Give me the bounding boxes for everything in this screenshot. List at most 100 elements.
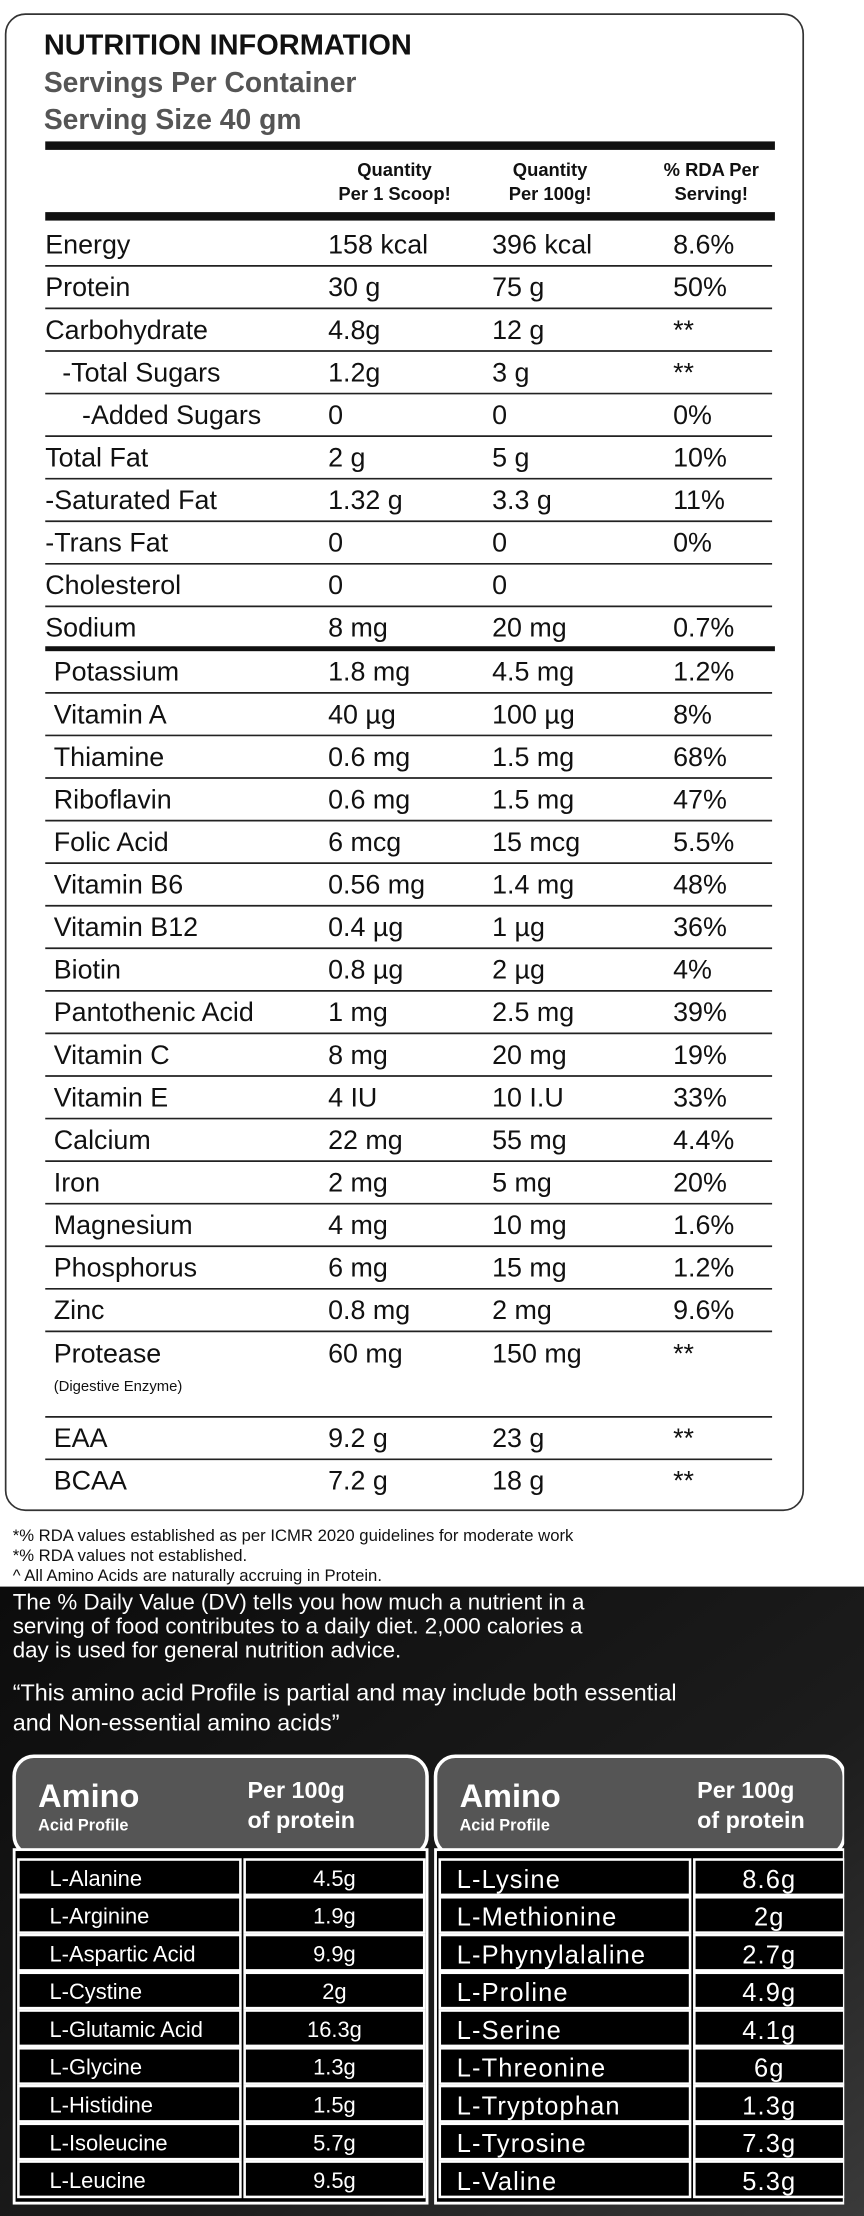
nutrient-label: Calcium bbox=[54, 1125, 151, 1155]
nutrient-label: Sodium bbox=[45, 613, 136, 643]
nutrient-value: 22 mg bbox=[328, 1125, 403, 1155]
table-title: Amino bbox=[460, 1778, 561, 1814]
cell bbox=[243, 2084, 426, 2123]
cell bbox=[693, 2160, 845, 2199]
amino-name: L-Glycine bbox=[49, 2055, 142, 2080]
nutrient-value: 0 bbox=[492, 570, 507, 600]
nutrient-label: BCAA bbox=[54, 1466, 127, 1496]
nutrient-value: 48% bbox=[673, 870, 727, 900]
cell bbox=[17, 1858, 242, 1897]
nutrient-value: 4 mg bbox=[328, 1210, 388, 1240]
nutrient-value: 9.2 g bbox=[328, 1423, 388, 1453]
amino-value: 5.7g bbox=[313, 2130, 356, 2155]
nutrient-label: Thiamine bbox=[54, 742, 164, 772]
footnote: ^ All Amino Acids are naturally accruing… bbox=[13, 1566, 382, 1585]
nutrient-value: 0% bbox=[673, 528, 712, 558]
nutrient-value: 8 mg bbox=[328, 1040, 388, 1070]
nutrient-value: 75 g bbox=[492, 272, 544, 302]
nutrient-value: 50% bbox=[673, 272, 727, 302]
nutrient-label: Carbohydrate bbox=[45, 315, 208, 345]
cell bbox=[438, 2047, 692, 2085]
footnote: *% RDA values established as per ICMR 20… bbox=[13, 1526, 574, 1545]
amino-name: L-Proline bbox=[457, 1979, 569, 2007]
nutrient-value: 33% bbox=[673, 1082, 727, 1112]
cell bbox=[243, 1933, 426, 1972]
rule bbox=[45, 212, 775, 221]
cell bbox=[693, 2084, 845, 2123]
nutrient-label: Cholesterol bbox=[45, 570, 181, 600]
cell bbox=[693, 2009, 845, 2048]
nutrient-label: -Saturated Fat bbox=[45, 485, 217, 515]
nutrient-value: 1.2% bbox=[673, 657, 734, 687]
cell bbox=[693, 1933, 845, 1972]
footnote: *% RDA values not established. bbox=[13, 1546, 247, 1565]
nutrient-value: 39% bbox=[673, 997, 727, 1027]
cell bbox=[243, 1895, 426, 1934]
amino-note: “This amino acid Profile is partial and … bbox=[13, 1680, 677, 1706]
amino-name: L-Alanine bbox=[49, 1866, 142, 1891]
nutrient-value: 1.6% bbox=[673, 1210, 734, 1240]
nutrient-label: Phosphorus bbox=[54, 1253, 197, 1283]
nutrient-value: 1.5 mg bbox=[492, 742, 574, 772]
nutrient-value: 8.6% bbox=[673, 230, 734, 260]
nutrient-value: 15 mcg bbox=[492, 827, 580, 857]
nutrient-label: Biotin bbox=[54, 955, 121, 985]
nutrient-value: 0 bbox=[492, 400, 507, 430]
amino-name: L-Leucine bbox=[49, 2168, 145, 2193]
amino-value: 9.5g bbox=[313, 2168, 356, 2193]
nutrient-value: 18 g bbox=[492, 1466, 544, 1496]
nutrient-value: 2 µg bbox=[492, 955, 545, 985]
amino-name: L-Glutamic Acid bbox=[49, 2017, 202, 2042]
cell bbox=[693, 1858, 845, 1897]
nutrient-value: 1 µg bbox=[492, 912, 545, 942]
amino-value: 1.5g bbox=[313, 2092, 356, 2117]
nutrient-label: Vitamin E bbox=[54, 1082, 168, 1112]
panel bbox=[4, 13, 805, 1512]
cell bbox=[438, 1895, 692, 1934]
amino-name: L-Aspartic Acid bbox=[49, 1941, 195, 1966]
nutrient-label: Vitamin C bbox=[54, 1040, 170, 1070]
servings: Servings Per Container bbox=[44, 66, 357, 98]
nutrient-value: 60 mg bbox=[328, 1338, 403, 1368]
nutrient-value: 3 g bbox=[492, 357, 529, 387]
nutrient-label: Zinc bbox=[54, 1295, 105, 1325]
amino-name: L-Histidine bbox=[49, 2092, 153, 2117]
column-header: Quantity bbox=[357, 159, 432, 180]
table-column: of protein bbox=[697, 1807, 805, 1833]
nutrient-value: 10 I.U bbox=[492, 1082, 564, 1112]
cell bbox=[17, 2122, 242, 2161]
nutrient-note: (Digestive Enzyme) bbox=[54, 1379, 183, 1395]
nutrient-value: 20% bbox=[673, 1167, 727, 1197]
nutrient-value: 2 g bbox=[328, 442, 365, 472]
nutrient-label: Vitamin A bbox=[54, 699, 167, 729]
nutrient-label: -Total Sugars bbox=[62, 357, 220, 387]
nutrient-label: Vitamin B12 bbox=[54, 912, 198, 942]
nutrient-value: 4 IU bbox=[328, 1082, 377, 1112]
nutrient-label: Folic Acid bbox=[54, 827, 169, 857]
nutrient-value: 1.2% bbox=[673, 1253, 734, 1283]
nutrient-value: 20 mg bbox=[492, 1040, 567, 1070]
nutrient-value: 0.56 mg bbox=[328, 870, 425, 900]
nutrient-label: -Added Sugars bbox=[82, 400, 261, 430]
table-column: Per 100g bbox=[697, 1777, 794, 1803]
cell bbox=[438, 2084, 692, 2123]
cell bbox=[243, 1858, 426, 1897]
nutrient-value: 0 bbox=[328, 570, 343, 600]
amino-name: L-Tryptophan bbox=[457, 2092, 621, 2120]
nutrient-value: ** bbox=[673, 1338, 694, 1368]
table-column: Per 100g bbox=[247, 1777, 344, 1803]
amino-value: 6g bbox=[754, 2055, 785, 2083]
nutrient-value: 55 mg bbox=[492, 1125, 567, 1155]
rule bbox=[45, 141, 775, 150]
nutrient-label: Riboflavin bbox=[54, 784, 172, 814]
cell bbox=[438, 2160, 692, 2199]
amino-value: 5.3g bbox=[742, 2168, 796, 2196]
amino-name: L-Lysine bbox=[457, 1866, 561, 1894]
amino-value: 2g bbox=[754, 1904, 785, 1932]
amino-value: 1.3g bbox=[313, 2055, 356, 2080]
nutrient-value: 15 mg bbox=[492, 1253, 567, 1283]
amino-name: L-Threonine bbox=[457, 2055, 607, 2083]
nutrient-value: 36% bbox=[673, 912, 727, 942]
amino-value: 8.6g bbox=[742, 1866, 796, 1894]
nutrient-value: 0.6 mg bbox=[328, 742, 410, 772]
